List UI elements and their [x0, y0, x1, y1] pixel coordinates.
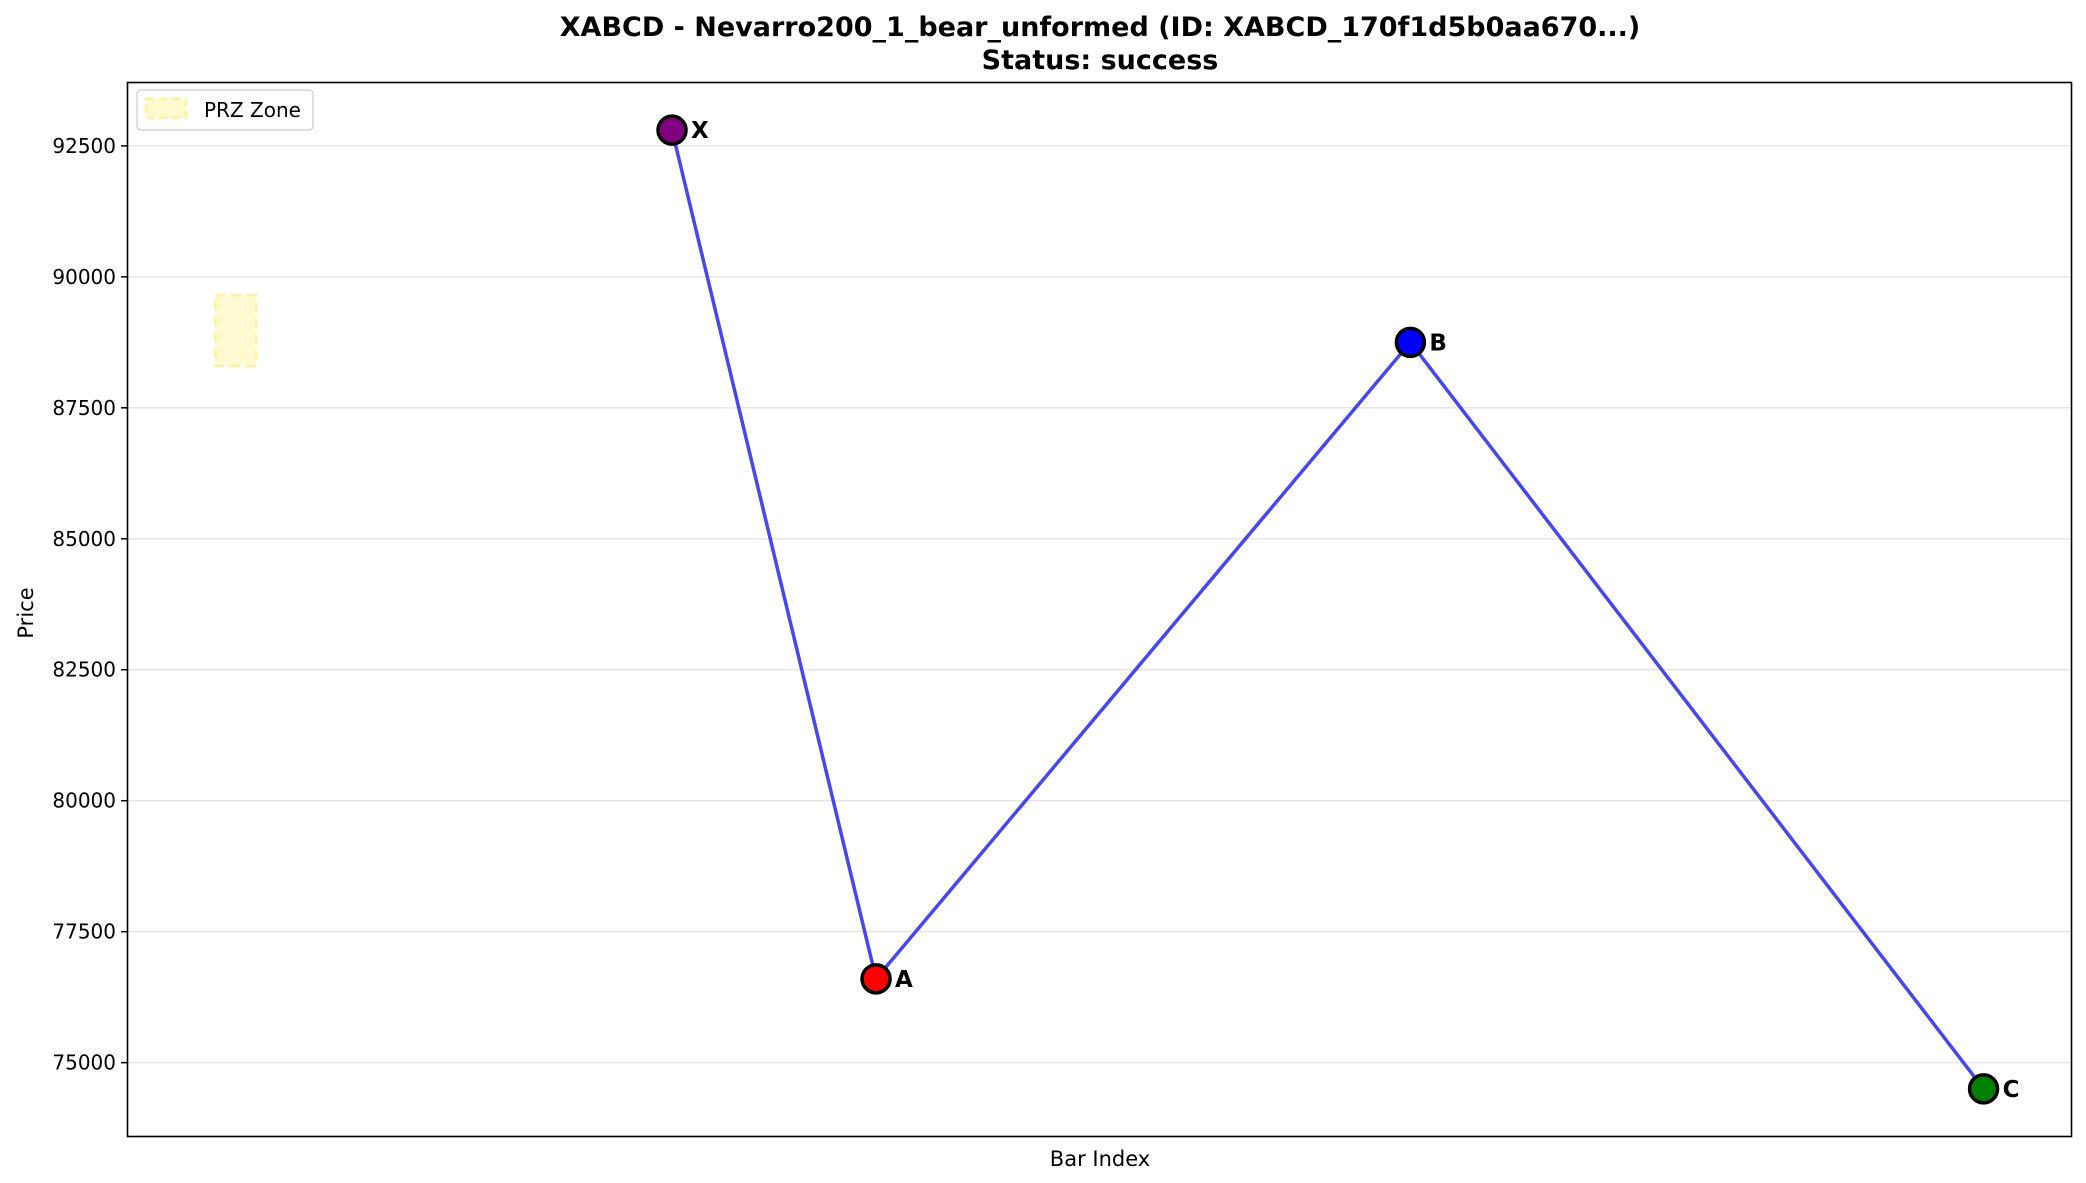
y-axis-label: Price	[14, 587, 38, 638]
y-axis-ticks: 75000 77500 80000 82500 85000 87500 90000 92500	[52, 134, 128, 1075]
point-x	[656, 114, 688, 146]
chart-title: XABCD - Nevarro200_1_bear_unformed (ID: …	[560, 12, 1641, 43]
y-tick-label: 85000	[52, 527, 116, 551]
y-tick-label: 80000	[52, 789, 116, 813]
y-tick-label: 82500	[52, 658, 116, 682]
prz-zone	[213, 293, 258, 368]
x-axis-label: Bar Index	[1050, 1147, 1150, 1171]
point-label-a: A	[895, 967, 913, 993]
point-c	[1967, 1073, 2000, 1105]
point-label-b: B	[1429, 330, 1447, 356]
pattern-points: X A B C	[656, 114, 2020, 1105]
y-tick-label: 87500	[52, 396, 116, 420]
point-label-c: C	[2003, 1077, 2020, 1103]
y-tick-label: 77500	[52, 920, 116, 944]
y-tick-label: 75000	[52, 1051, 116, 1075]
point-label-x: X	[691, 118, 709, 144]
y-tick-label: 92500	[52, 134, 116, 158]
legend-swatch	[144, 97, 188, 120]
gridlines	[128, 145, 2071, 1064]
point-a	[860, 963, 892, 995]
chart-subtitle: Status: success	[982, 45, 1219, 76]
plot-frame	[126, 81, 2073, 1138]
pattern-line	[670, 129, 1985, 1090]
y-tick-label: 90000	[52, 265, 116, 289]
legend-label: PRZ Zone	[204, 98, 301, 122]
legend: PRZ Zone	[136, 89, 314, 131]
point-b	[1394, 326, 1427, 359]
